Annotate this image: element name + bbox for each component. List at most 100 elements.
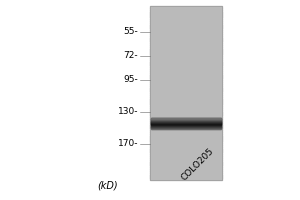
Bar: [151, 127, 221, 128]
Bar: [150, 6, 222, 8]
Bar: [151, 120, 221, 121]
Bar: [150, 64, 222, 67]
Bar: [150, 119, 222, 121]
Bar: [150, 69, 222, 71]
Bar: [150, 8, 222, 10]
Bar: [150, 73, 222, 76]
Bar: [150, 27, 222, 30]
Bar: [151, 126, 221, 127]
Bar: [150, 19, 222, 21]
Bar: [151, 121, 221, 122]
Bar: [150, 101, 222, 104]
Bar: [150, 149, 222, 152]
Bar: [151, 121, 221, 122]
Bar: [150, 90, 222, 93]
Bar: [150, 21, 222, 23]
Bar: [151, 118, 221, 119]
Text: (kD): (kD): [98, 181, 118, 191]
Bar: [150, 14, 222, 17]
Bar: [150, 32, 222, 34]
Bar: [150, 147, 222, 150]
Bar: [150, 114, 222, 117]
Bar: [150, 162, 222, 165]
Bar: [150, 34, 222, 36]
Bar: [150, 145, 222, 147]
Bar: [150, 95, 222, 97]
Bar: [150, 103, 222, 106]
Bar: [150, 158, 222, 160]
Bar: [150, 99, 222, 102]
Bar: [150, 23, 222, 26]
Text: 170-: 170-: [118, 140, 138, 148]
Bar: [150, 93, 222, 95]
Bar: [150, 40, 222, 43]
Bar: [150, 123, 222, 126]
Bar: [150, 43, 222, 45]
Bar: [150, 47, 222, 49]
Bar: [150, 134, 222, 136]
Bar: [150, 58, 222, 60]
Bar: [150, 117, 222, 119]
Bar: [150, 45, 222, 47]
Bar: [150, 53, 222, 56]
Bar: [150, 121, 222, 123]
Bar: [150, 160, 222, 163]
Bar: [150, 82, 222, 84]
Bar: [150, 110, 222, 113]
Bar: [150, 154, 222, 156]
Bar: [151, 124, 221, 125]
Bar: [150, 10, 222, 13]
Text: 95-: 95-: [123, 75, 138, 84]
Bar: [150, 56, 222, 58]
Bar: [150, 177, 222, 180]
Bar: [150, 156, 222, 158]
Bar: [150, 67, 222, 69]
Bar: [150, 12, 222, 15]
Bar: [150, 60, 222, 63]
Bar: [150, 36, 222, 39]
Bar: [150, 71, 222, 73]
Bar: [150, 97, 222, 100]
Bar: [150, 151, 222, 154]
Bar: [150, 49, 222, 52]
Bar: [151, 128, 221, 129]
Bar: [150, 30, 222, 32]
Bar: [150, 51, 222, 54]
Bar: [150, 167, 222, 169]
Bar: [150, 125, 222, 128]
Text: 130-: 130-: [118, 108, 138, 116]
Bar: [150, 106, 222, 108]
Bar: [150, 127, 222, 130]
Bar: [151, 123, 221, 124]
Bar: [150, 88, 222, 91]
Bar: [150, 62, 222, 65]
Bar: [150, 130, 222, 132]
Bar: [150, 164, 222, 167]
Bar: [150, 25, 222, 28]
Bar: [151, 126, 221, 127]
Bar: [150, 75, 222, 78]
Bar: [150, 173, 222, 176]
Bar: [150, 16, 222, 19]
Bar: [150, 138, 222, 141]
Bar: [151, 125, 221, 126]
Bar: [151, 124, 221, 125]
Bar: [150, 171, 222, 173]
Bar: [150, 77, 222, 80]
Bar: [150, 86, 222, 89]
Bar: [150, 175, 222, 178]
Bar: [150, 112, 222, 115]
Text: 55-: 55-: [123, 27, 138, 36]
Bar: [150, 136, 222, 139]
Bar: [150, 84, 222, 86]
Bar: [151, 122, 221, 123]
Bar: [150, 169, 222, 171]
Bar: [151, 119, 221, 120]
Bar: [150, 6, 222, 180]
Bar: [151, 118, 221, 119]
Bar: [151, 122, 221, 123]
Bar: [151, 119, 221, 120]
Bar: [150, 38, 222, 41]
Bar: [151, 127, 221, 128]
Bar: [150, 108, 222, 110]
